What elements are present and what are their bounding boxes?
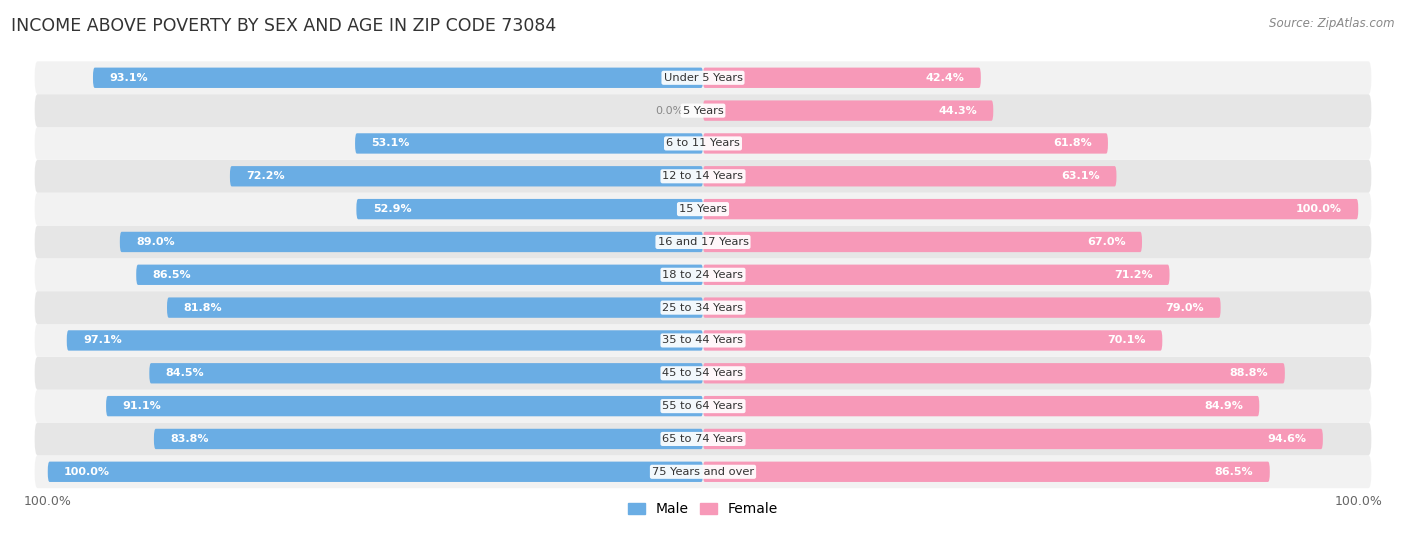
Text: 93.1%: 93.1% — [110, 73, 148, 83]
Text: 5 Years: 5 Years — [683, 106, 723, 116]
Text: 97.1%: 97.1% — [83, 335, 122, 345]
FancyBboxPatch shape — [105, 396, 703, 416]
Text: Under 5 Years: Under 5 Years — [664, 73, 742, 83]
Text: 67.0%: 67.0% — [1087, 237, 1126, 247]
Text: 70.1%: 70.1% — [1108, 335, 1146, 345]
FancyBboxPatch shape — [149, 363, 703, 383]
FancyBboxPatch shape — [35, 258, 1371, 291]
Text: 52.9%: 52.9% — [373, 204, 412, 214]
FancyBboxPatch shape — [66, 330, 703, 350]
Text: 91.1%: 91.1% — [122, 401, 162, 411]
Text: 18 to 24 Years: 18 to 24 Years — [662, 270, 744, 280]
FancyBboxPatch shape — [703, 429, 1323, 449]
FancyBboxPatch shape — [120, 232, 703, 252]
Text: 94.6%: 94.6% — [1267, 434, 1306, 444]
Text: 61.8%: 61.8% — [1053, 139, 1091, 149]
FancyBboxPatch shape — [167, 297, 703, 318]
FancyBboxPatch shape — [35, 456, 1371, 488]
Text: 88.8%: 88.8% — [1230, 368, 1268, 378]
FancyBboxPatch shape — [703, 264, 1170, 285]
FancyBboxPatch shape — [35, 423, 1371, 456]
FancyBboxPatch shape — [35, 324, 1371, 357]
Text: 0.0%: 0.0% — [655, 106, 683, 116]
Legend: Male, Female: Male, Female — [623, 496, 783, 522]
FancyBboxPatch shape — [703, 297, 1220, 318]
FancyBboxPatch shape — [703, 232, 1142, 252]
Text: 100.0%: 100.0% — [1296, 204, 1341, 214]
Text: 55 to 64 Years: 55 to 64 Years — [662, 401, 744, 411]
FancyBboxPatch shape — [703, 462, 1270, 482]
Text: 44.3%: 44.3% — [938, 106, 977, 116]
FancyBboxPatch shape — [356, 133, 703, 154]
Text: 83.8%: 83.8% — [170, 434, 209, 444]
Text: Source: ZipAtlas.com: Source: ZipAtlas.com — [1270, 17, 1395, 30]
Text: 100.0%: 100.0% — [65, 467, 110, 477]
FancyBboxPatch shape — [231, 166, 703, 187]
FancyBboxPatch shape — [35, 357, 1371, 390]
FancyBboxPatch shape — [703, 396, 1260, 416]
FancyBboxPatch shape — [703, 68, 981, 88]
FancyBboxPatch shape — [93, 68, 703, 88]
Text: 35 to 44 Years: 35 to 44 Years — [662, 335, 744, 345]
Text: 6 to 11 Years: 6 to 11 Years — [666, 139, 740, 149]
Text: 84.5%: 84.5% — [166, 368, 204, 378]
FancyBboxPatch shape — [703, 166, 1116, 187]
Text: 75 Years and over: 75 Years and over — [652, 467, 754, 477]
FancyBboxPatch shape — [356, 199, 703, 219]
Text: 89.0%: 89.0% — [136, 237, 174, 247]
FancyBboxPatch shape — [35, 127, 1371, 160]
FancyBboxPatch shape — [35, 61, 1371, 94]
FancyBboxPatch shape — [35, 94, 1371, 127]
Text: 16 and 17 Years: 16 and 17 Years — [658, 237, 748, 247]
FancyBboxPatch shape — [703, 101, 993, 121]
Text: 86.5%: 86.5% — [1215, 467, 1253, 477]
FancyBboxPatch shape — [35, 390, 1371, 423]
FancyBboxPatch shape — [35, 291, 1371, 324]
FancyBboxPatch shape — [35, 193, 1371, 225]
FancyBboxPatch shape — [153, 429, 703, 449]
Text: INCOME ABOVE POVERTY BY SEX AND AGE IN ZIP CODE 73084: INCOME ABOVE POVERTY BY SEX AND AGE IN Z… — [11, 17, 557, 35]
Text: 81.8%: 81.8% — [183, 302, 222, 312]
FancyBboxPatch shape — [703, 363, 1285, 383]
Text: 25 to 34 Years: 25 to 34 Years — [662, 302, 744, 312]
FancyBboxPatch shape — [35, 160, 1371, 193]
Text: 84.9%: 84.9% — [1204, 401, 1243, 411]
Text: 86.5%: 86.5% — [153, 270, 191, 280]
Text: 65 to 74 Years: 65 to 74 Years — [662, 434, 744, 444]
Text: 45 to 54 Years: 45 to 54 Years — [662, 368, 744, 378]
Text: 72.2%: 72.2% — [246, 171, 285, 181]
Text: 63.1%: 63.1% — [1062, 171, 1099, 181]
FancyBboxPatch shape — [703, 199, 1358, 219]
FancyBboxPatch shape — [48, 462, 703, 482]
Text: 15 Years: 15 Years — [679, 204, 727, 214]
Text: 79.0%: 79.0% — [1166, 302, 1205, 312]
FancyBboxPatch shape — [703, 133, 1108, 154]
Text: 12 to 14 Years: 12 to 14 Years — [662, 171, 744, 181]
Text: 71.2%: 71.2% — [1115, 270, 1153, 280]
Text: 42.4%: 42.4% — [925, 73, 965, 83]
FancyBboxPatch shape — [136, 264, 703, 285]
FancyBboxPatch shape — [703, 330, 1163, 350]
Text: 53.1%: 53.1% — [371, 139, 409, 149]
FancyBboxPatch shape — [35, 225, 1371, 258]
